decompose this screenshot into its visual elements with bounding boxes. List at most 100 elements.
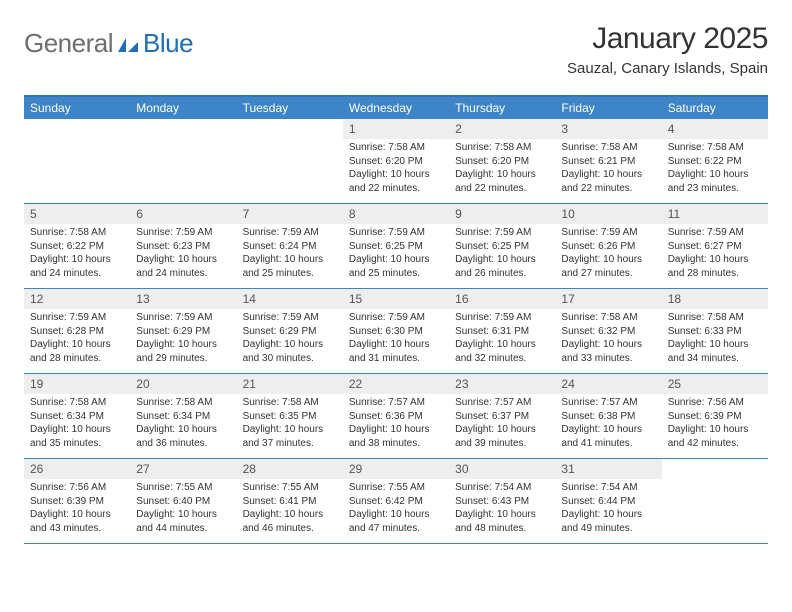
sunrise-line: Sunrise: 7:58 AM bbox=[668, 141, 762, 155]
day-number: 20 bbox=[130, 374, 236, 394]
day-number: 11 bbox=[662, 204, 768, 224]
calendar-cell: 6Sunrise: 7:59 AMSunset: 6:23 PMDaylight… bbox=[130, 204, 236, 288]
cell-body: Sunrise: 7:58 AMSunset: 6:34 PMDaylight:… bbox=[130, 394, 236, 454]
calendar-cell: 14Sunrise: 7:59 AMSunset: 6:29 PMDayligh… bbox=[237, 289, 343, 373]
sunrise-line: Sunrise: 7:54 AM bbox=[455, 481, 549, 495]
daylight-line: Daylight: 10 hours and 30 minutes. bbox=[243, 338, 337, 365]
calendar-cell bbox=[237, 119, 343, 203]
day-number: 2 bbox=[449, 119, 555, 139]
calendar-cell: 18Sunrise: 7:58 AMSunset: 6:33 PMDayligh… bbox=[662, 289, 768, 373]
week-row: 5Sunrise: 7:58 AMSunset: 6:22 PMDaylight… bbox=[24, 204, 768, 289]
sunrise-line: Sunrise: 7:55 AM bbox=[243, 481, 337, 495]
daylight-line: Daylight: 10 hours and 49 minutes. bbox=[561, 508, 655, 535]
day-number: 3 bbox=[555, 119, 661, 139]
day-number: 23 bbox=[449, 374, 555, 394]
sunset-line: Sunset: 6:29 PM bbox=[243, 325, 337, 339]
sunset-line: Sunset: 6:29 PM bbox=[136, 325, 230, 339]
sunset-line: Sunset: 6:25 PM bbox=[455, 240, 549, 254]
cell-body: Sunrise: 7:59 AMSunset: 6:23 PMDaylight:… bbox=[130, 224, 236, 284]
daylight-line: Daylight: 10 hours and 24 minutes. bbox=[136, 253, 230, 280]
cell-body: Sunrise: 7:58 AMSunset: 6:33 PMDaylight:… bbox=[662, 309, 768, 369]
day-header-row: SundayMondayTuesdayWednesdayThursdayFrid… bbox=[24, 97, 768, 119]
sunrise-line: Sunrise: 7:59 AM bbox=[30, 311, 124, 325]
sunset-line: Sunset: 6:44 PM bbox=[561, 495, 655, 509]
cell-body: Sunrise: 7:58 AMSunset: 6:32 PMDaylight:… bbox=[555, 309, 661, 369]
day-number: 7 bbox=[237, 204, 343, 224]
day-header: Thursday bbox=[449, 97, 555, 119]
calendar-cell: 12Sunrise: 7:59 AMSunset: 6:28 PMDayligh… bbox=[24, 289, 130, 373]
cell-body: Sunrise: 7:59 AMSunset: 6:27 PMDaylight:… bbox=[662, 224, 768, 284]
day-number: 24 bbox=[555, 374, 661, 394]
daylight-line: Daylight: 10 hours and 22 minutes. bbox=[349, 168, 443, 195]
header: General Blue January 2025 Sauzal, Canary… bbox=[24, 22, 768, 77]
calendar-cell: 7Sunrise: 7:59 AMSunset: 6:24 PMDaylight… bbox=[237, 204, 343, 288]
calendar-cell: 5Sunrise: 7:58 AMSunset: 6:22 PMDaylight… bbox=[24, 204, 130, 288]
logo-text-general: General bbox=[24, 28, 113, 59]
calendar-cell: 20Sunrise: 7:58 AMSunset: 6:34 PMDayligh… bbox=[130, 374, 236, 458]
cell-body: Sunrise: 7:59 AMSunset: 6:26 PMDaylight:… bbox=[555, 224, 661, 284]
calendar-cell: 4Sunrise: 7:58 AMSunset: 6:22 PMDaylight… bbox=[662, 119, 768, 203]
cell-body: Sunrise: 7:59 AMSunset: 6:24 PMDaylight:… bbox=[237, 224, 343, 284]
calendar-cell: 15Sunrise: 7:59 AMSunset: 6:30 PMDayligh… bbox=[343, 289, 449, 373]
cell-body: Sunrise: 7:59 AMSunset: 6:28 PMDaylight:… bbox=[24, 309, 130, 369]
daylight-line: Daylight: 10 hours and 33 minutes. bbox=[561, 338, 655, 365]
sunrise-line: Sunrise: 7:57 AM bbox=[455, 396, 549, 410]
calendar-cell: 2Sunrise: 7:58 AMSunset: 6:20 PMDaylight… bbox=[449, 119, 555, 203]
day-number: 9 bbox=[449, 204, 555, 224]
day-number: 26 bbox=[24, 459, 130, 479]
daylight-line: Daylight: 10 hours and 44 minutes. bbox=[136, 508, 230, 535]
day-number: 14 bbox=[237, 289, 343, 309]
calendar-cell: 10Sunrise: 7:59 AMSunset: 6:26 PMDayligh… bbox=[555, 204, 661, 288]
day-number: 21 bbox=[237, 374, 343, 394]
daylight-line: Daylight: 10 hours and 47 minutes. bbox=[349, 508, 443, 535]
cell-body: Sunrise: 7:56 AMSunset: 6:39 PMDaylight:… bbox=[662, 394, 768, 454]
daylight-line: Daylight: 10 hours and 28 minutes. bbox=[30, 338, 124, 365]
sunrise-line: Sunrise: 7:58 AM bbox=[136, 396, 230, 410]
daylight-line: Daylight: 10 hours and 43 minutes. bbox=[30, 508, 124, 535]
sunset-line: Sunset: 6:36 PM bbox=[349, 410, 443, 424]
cell-body: Sunrise: 7:54 AMSunset: 6:44 PMDaylight:… bbox=[555, 479, 661, 539]
day-header: Saturday bbox=[662, 97, 768, 119]
day-number: 8 bbox=[343, 204, 449, 224]
calendar-cell: 19Sunrise: 7:58 AMSunset: 6:34 PMDayligh… bbox=[24, 374, 130, 458]
day-header: Sunday bbox=[24, 97, 130, 119]
day-number: 15 bbox=[343, 289, 449, 309]
day-header: Tuesday bbox=[237, 97, 343, 119]
sunrise-line: Sunrise: 7:58 AM bbox=[243, 396, 337, 410]
sunrise-line: Sunrise: 7:58 AM bbox=[561, 311, 655, 325]
calendar-cell: 22Sunrise: 7:57 AMSunset: 6:36 PMDayligh… bbox=[343, 374, 449, 458]
daylight-line: Daylight: 10 hours and 34 minutes. bbox=[668, 338, 762, 365]
calendar-cell: 13Sunrise: 7:59 AMSunset: 6:29 PMDayligh… bbox=[130, 289, 236, 373]
calendar-cell: 11Sunrise: 7:59 AMSunset: 6:27 PMDayligh… bbox=[662, 204, 768, 288]
cell-body: Sunrise: 7:57 AMSunset: 6:38 PMDaylight:… bbox=[555, 394, 661, 454]
calendar-cell: 3Sunrise: 7:58 AMSunset: 6:21 PMDaylight… bbox=[555, 119, 661, 203]
cell-body: Sunrise: 7:59 AMSunset: 6:31 PMDaylight:… bbox=[449, 309, 555, 369]
sunset-line: Sunset: 6:34 PM bbox=[30, 410, 124, 424]
sunrise-line: Sunrise: 7:55 AM bbox=[136, 481, 230, 495]
calendar-cell: 31Sunrise: 7:54 AMSunset: 6:44 PMDayligh… bbox=[555, 459, 661, 543]
day-number: 16 bbox=[449, 289, 555, 309]
cell-body: Sunrise: 7:59 AMSunset: 6:25 PMDaylight:… bbox=[449, 224, 555, 284]
cell-body: Sunrise: 7:59 AMSunset: 6:29 PMDaylight:… bbox=[237, 309, 343, 369]
cell-body: Sunrise: 7:55 AMSunset: 6:40 PMDaylight:… bbox=[130, 479, 236, 539]
cell-body: Sunrise: 7:55 AMSunset: 6:42 PMDaylight:… bbox=[343, 479, 449, 539]
daylight-line: Daylight: 10 hours and 46 minutes. bbox=[243, 508, 337, 535]
logo-text-blue: Blue bbox=[143, 28, 193, 59]
calendar-cell: 9Sunrise: 7:59 AMSunset: 6:25 PMDaylight… bbox=[449, 204, 555, 288]
calendar-cell: 23Sunrise: 7:57 AMSunset: 6:37 PMDayligh… bbox=[449, 374, 555, 458]
month-title: January 2025 bbox=[567, 22, 768, 56]
cell-body: Sunrise: 7:58 AMSunset: 6:34 PMDaylight:… bbox=[24, 394, 130, 454]
sunset-line: Sunset: 6:20 PM bbox=[349, 155, 443, 169]
sunset-line: Sunset: 6:39 PM bbox=[668, 410, 762, 424]
sunrise-line: Sunrise: 7:54 AM bbox=[561, 481, 655, 495]
cell-body: Sunrise: 7:57 AMSunset: 6:36 PMDaylight:… bbox=[343, 394, 449, 454]
week-row: 1Sunrise: 7:58 AMSunset: 6:20 PMDaylight… bbox=[24, 119, 768, 204]
daylight-line: Daylight: 10 hours and 27 minutes. bbox=[561, 253, 655, 280]
day-number: 5 bbox=[24, 204, 130, 224]
daylight-line: Daylight: 10 hours and 36 minutes. bbox=[136, 423, 230, 450]
cell-body: Sunrise: 7:58 AMSunset: 6:22 PMDaylight:… bbox=[662, 139, 768, 199]
sunset-line: Sunset: 6:26 PM bbox=[561, 240, 655, 254]
day-number: 19 bbox=[24, 374, 130, 394]
day-number: 6 bbox=[130, 204, 236, 224]
sunrise-line: Sunrise: 7:59 AM bbox=[455, 311, 549, 325]
